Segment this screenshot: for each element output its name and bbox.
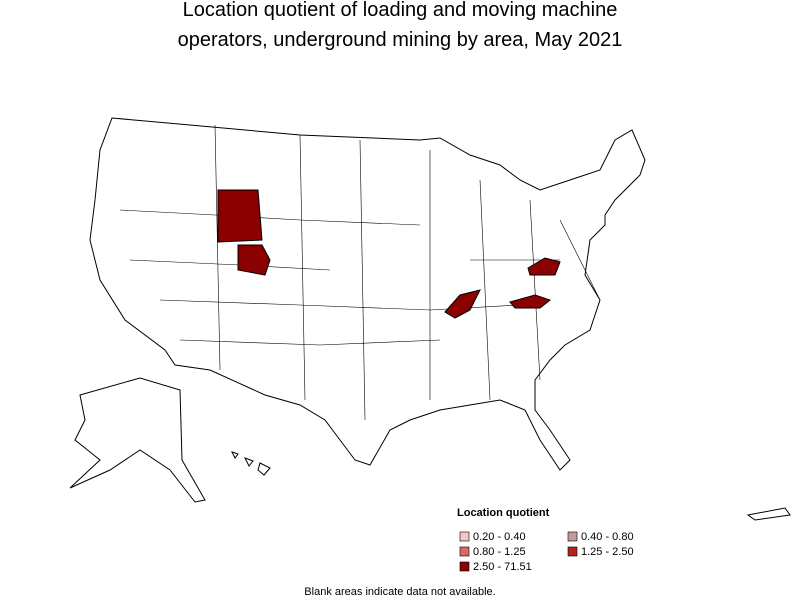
legend-label: 2.50 - 71.51 (473, 561, 532, 573)
legend-swatch (459, 546, 470, 557)
legend-label: 0.20 - 0.40 (473, 531, 526, 543)
highlight-area (509, 294, 552, 309)
highlight-area (217, 189, 263, 243)
legend-label: 0.80 - 1.25 (473, 546, 526, 558)
puerto-rico (746, 507, 791, 521)
legend-swatch (459, 561, 470, 572)
footnote: Blank areas indicate data not available. (304, 586, 495, 598)
legend: Location quotient 0.20 - 0.40 0.40 - 0.80… (457, 507, 634, 573)
title-line: operators, underground mining by area, M… (178, 29, 623, 51)
legend-label: 1.25 - 2.50 (581, 546, 634, 558)
legend-title: Location quotient (457, 507, 550, 519)
highlight-area (444, 289, 481, 319)
highlight-area (237, 244, 271, 276)
highlight-area (527, 257, 561, 276)
alaska (69, 377, 206, 503)
legend-label: 0.40 - 0.80 (581, 531, 634, 543)
map (69, 117, 791, 521)
legend-swatch (567, 546, 578, 557)
legend-swatch (459, 531, 470, 542)
title-line: Location quotient of loading and moving … (183, 0, 618, 21)
legend-swatch (567, 531, 578, 542)
hawaii (231, 451, 271, 476)
